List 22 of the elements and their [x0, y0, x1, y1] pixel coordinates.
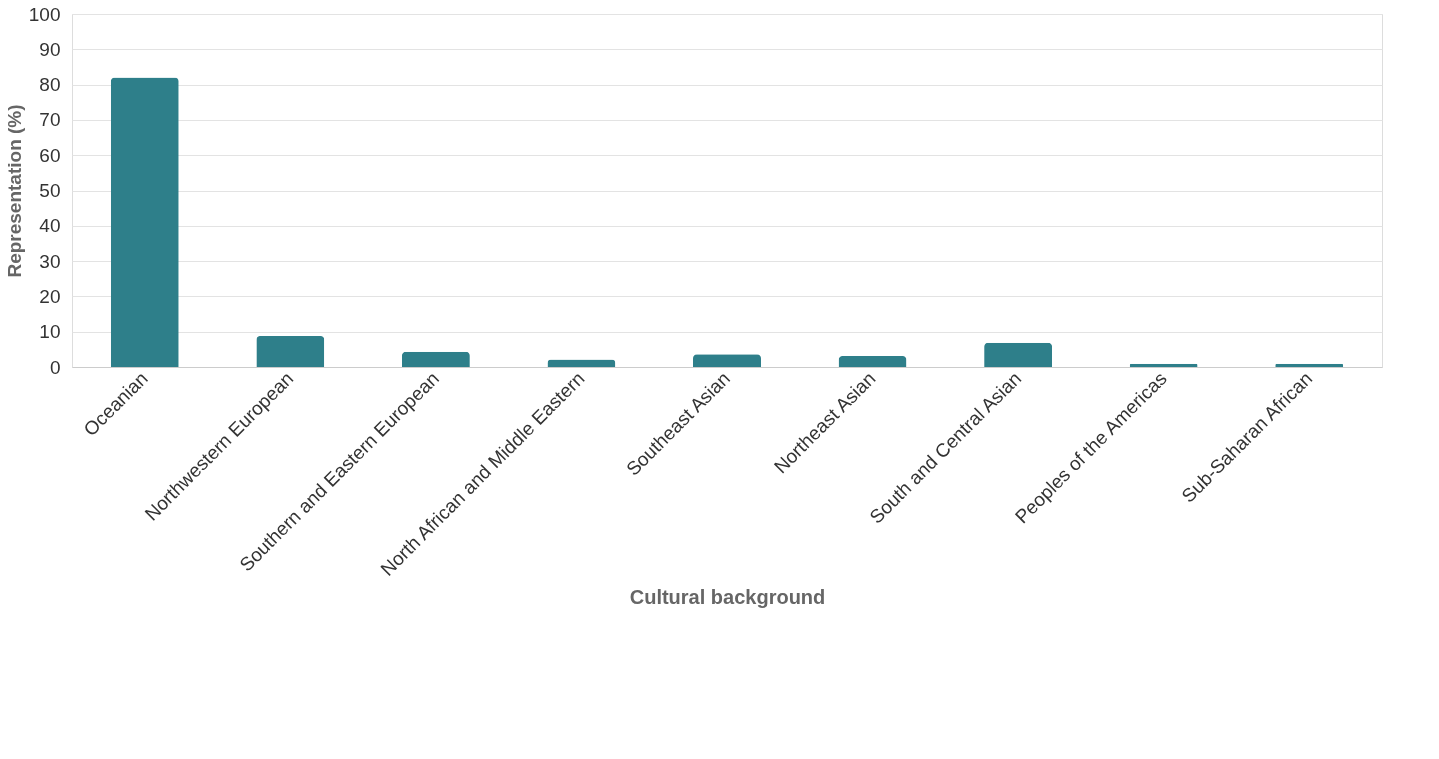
y-tick-label: 20	[39, 285, 61, 307]
y-tick-label: 30	[39, 250, 61, 272]
y-tick-label: 40	[39, 215, 61, 237]
y-tick-label: 80	[39, 74, 61, 96]
y-tick-label: 70	[39, 109, 61, 131]
bar	[1275, 363, 1344, 367]
y-tick-label: 0	[49, 356, 61, 378]
bar	[693, 354, 761, 367]
y-tick-label: 60	[39, 144, 61, 166]
y-axis-title: Representation (%)	[3, 104, 25, 278]
y-tick-label: 50	[39, 180, 61, 201]
y-tick-label: 90	[39, 38, 61, 60]
bar	[838, 356, 907, 367]
bar	[1129, 363, 1198, 367]
bar	[256, 335, 325, 367]
y-tick-label: 10	[39, 321, 61, 343]
bar	[110, 77, 179, 367]
bar	[401, 351, 470, 367]
x-axis-title: Cultural background	[629, 585, 826, 608]
bar	[547, 359, 616, 367]
bar	[984, 342, 1053, 367]
y-tick-label: 100	[28, 3, 61, 25]
